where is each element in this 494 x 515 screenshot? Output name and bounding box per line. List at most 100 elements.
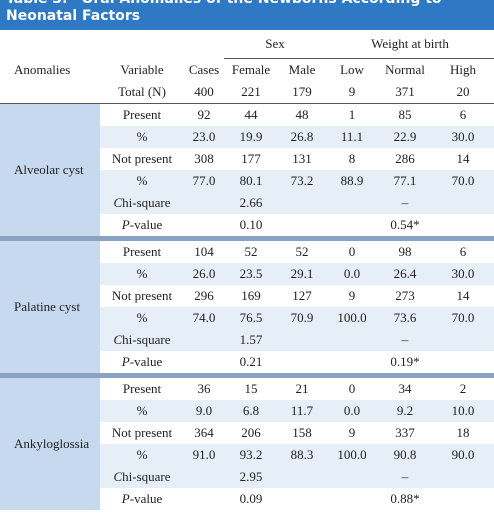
- cell: 15: [244, 381, 258, 396]
- cell: 9.0: [184, 400, 224, 422]
- cell: 100.0: [326, 444, 378, 466]
- total-cell: 221: [224, 81, 278, 104]
- cell: 2: [459, 381, 467, 396]
- cell: [278, 192, 326, 214]
- column-header: Female: [224, 58, 278, 81]
- table-row: % 77.0 80.1 73.2 88.9 77.1 70.0: [0, 170, 494, 192]
- cell: 0: [348, 244, 356, 259]
- cell: 206: [241, 425, 261, 440]
- table-row: Not present 364 206 158 9 337 18: [0, 422, 494, 444]
- column-header: Low: [326, 58, 378, 81]
- cell: [278, 214, 326, 236]
- cell: 92: [197, 107, 211, 122]
- cell: 14: [456, 151, 470, 166]
- cell: 52: [244, 244, 258, 259]
- table-row: Not present 296 169 127 9 273 14: [0, 285, 494, 307]
- cell: Not present: [111, 288, 173, 303]
- cell: 74.0: [184, 307, 224, 329]
- anomaly-name: Alveolar cyst: [0, 103, 100, 236]
- cell: Present: [122, 244, 162, 259]
- stat-weight: 0.88*: [390, 491, 420, 506]
- cell: 85: [398, 107, 412, 122]
- column-header: Anomalies: [0, 58, 100, 81]
- cell: 91.0: [184, 444, 224, 466]
- cell: 1: [348, 107, 356, 122]
- cell: [184, 466, 224, 488]
- table: Sex Weight at birth Anomalies Variable Cases…: [0, 30, 494, 510]
- cell: 131: [292, 151, 312, 166]
- stat-sex: 0.21: [239, 354, 263, 369]
- cell: 22.9: [378, 126, 432, 148]
- cell: 44: [244, 107, 258, 122]
- cell: 73.6: [378, 307, 432, 329]
- stat-label-text: Chi-square: [113, 332, 171, 347]
- stat-label-text: P-value: [121, 491, 163, 506]
- anomaly-name: Palatine cyst: [0, 241, 100, 373]
- stat-label-text: Chi-square: [113, 195, 171, 210]
- empty-cell: [0, 30, 224, 59]
- cell: 8: [348, 151, 356, 166]
- cell: 90.8: [378, 444, 432, 466]
- cell: [326, 214, 378, 236]
- cell: %: [100, 126, 184, 148]
- stat-sex: 0.09: [239, 491, 263, 506]
- total-cell: 9: [326, 81, 378, 104]
- group-label: Sex: [224, 30, 326, 59]
- cell: 73.2: [278, 170, 326, 192]
- cell: [184, 488, 224, 510]
- cell: [432, 466, 494, 488]
- total-cell: 20: [432, 81, 494, 104]
- cell: %: [100, 444, 184, 466]
- column-header: Cases: [184, 58, 224, 81]
- anomaly-name: Ankyloglossia: [0, 378, 100, 510]
- stat-sex: 0.10: [239, 217, 263, 232]
- table-row: P-value 0.10 0.54*: [0, 214, 494, 236]
- table-row: % 26.0 23.5 29.1 0.0 26.4 30.0: [0, 263, 494, 285]
- cell: 23.0: [184, 126, 224, 148]
- cell: 10.0: [432, 400, 494, 422]
- stat-label-text: P-value: [121, 354, 163, 369]
- cell: 77.0: [184, 170, 224, 192]
- cell: 88.3: [278, 444, 326, 466]
- table-row: Total (N) 400 221 179 9 371 20: [0, 81, 494, 104]
- cell: [432, 192, 494, 214]
- table-title: Table 3. Oral Anomalies of the Newborns …: [6, 0, 442, 24]
- column-header: Normal: [378, 58, 432, 81]
- cell: [278, 351, 326, 373]
- cell: 11.7: [278, 400, 326, 422]
- cell: [184, 351, 224, 373]
- cell: 93.2: [224, 444, 278, 466]
- group-label: Weight at birth: [326, 30, 494, 59]
- cell: 52: [295, 244, 309, 259]
- cell: 90.0: [432, 444, 494, 466]
- column-header: High: [432, 58, 494, 81]
- stat-label: P-value: [100, 214, 184, 236]
- cell: 77.1: [378, 170, 432, 192]
- total-cell: 371: [378, 81, 432, 104]
- cell: [278, 466, 326, 488]
- table-row: [0, 373, 494, 378]
- cell: [432, 488, 494, 510]
- cell: 21: [295, 381, 309, 396]
- empty-cell: [0, 81, 100, 104]
- cell: 34: [398, 381, 412, 396]
- separator: [0, 373, 494, 378]
- cell: [326, 488, 378, 510]
- cell: %: [100, 307, 184, 329]
- cell: %: [100, 400, 184, 422]
- cell: [326, 466, 378, 488]
- cell: 104: [194, 244, 214, 259]
- table-row: Palatine cyst Present 104 52 52 0 98 6: [0, 241, 494, 373]
- cell: 70.9: [278, 307, 326, 329]
- table-row: Ankyloglossia Present 36 15 21 0 34 2: [0, 378, 494, 510]
- cell: 48: [295, 107, 309, 122]
- cell: %: [100, 263, 184, 285]
- stat-label: P-value: [100, 351, 184, 373]
- cell: 23.5: [224, 263, 278, 285]
- cell: 296: [194, 288, 214, 303]
- cell: 88.9: [326, 170, 378, 192]
- cell: 9: [348, 425, 356, 440]
- cell: [432, 214, 494, 236]
- cell: 29.1: [278, 263, 326, 285]
